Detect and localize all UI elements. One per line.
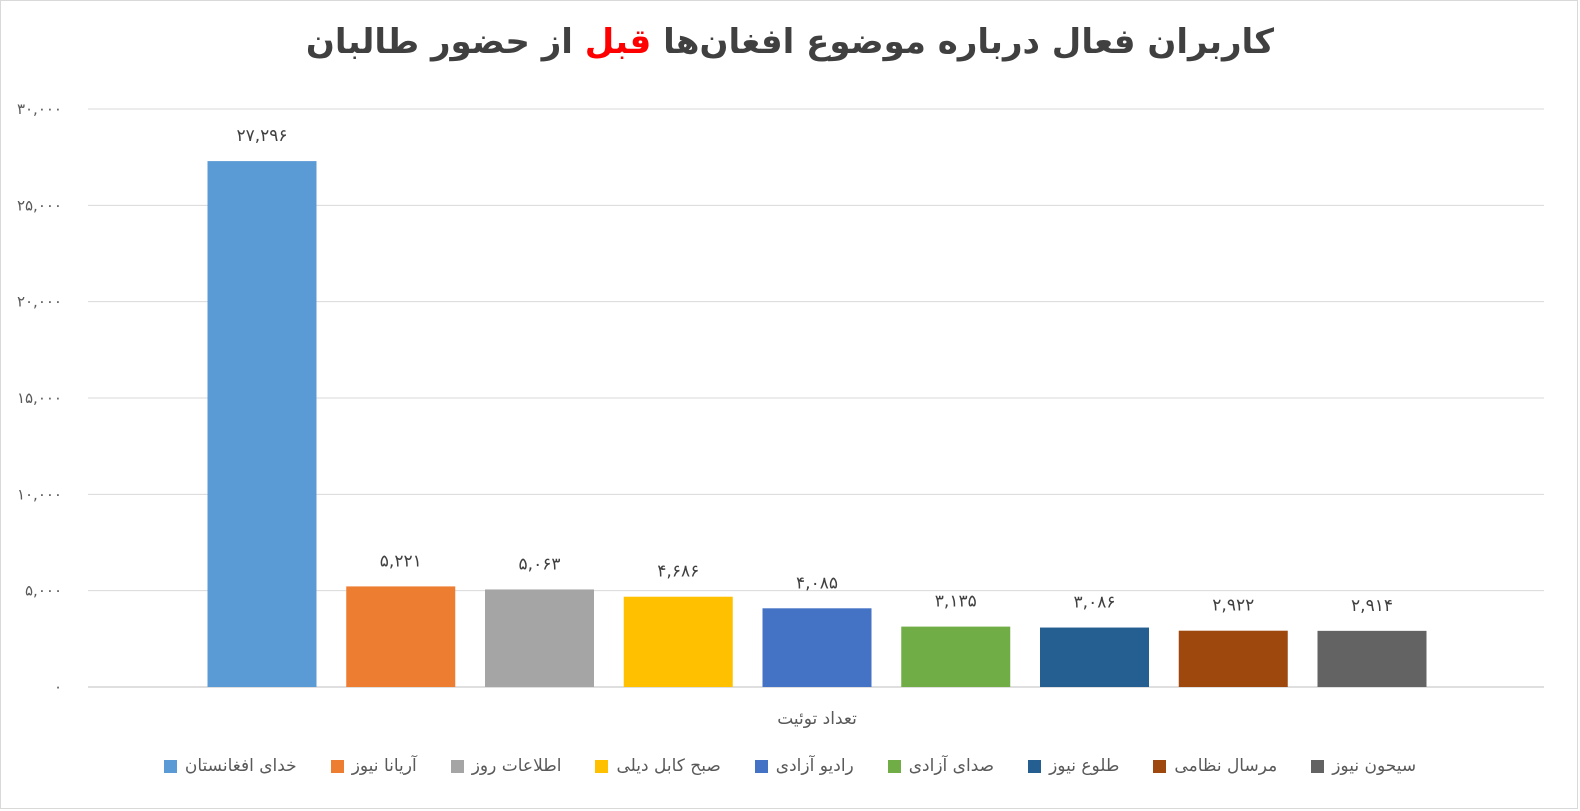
- legend-item: طلوع نیوز: [1028, 756, 1119, 776]
- legend-label: آریانا نیوز: [351, 756, 417, 776]
- legend-swatch: [1311, 759, 1325, 773]
- bar-value-label: ۵,۲۲۱: [380, 551, 422, 571]
- legend-label: رادیو آزادی: [775, 756, 854, 776]
- legend-label: صبح کابل دیلی: [616, 756, 721, 776]
- legend-swatch: [1028, 759, 1042, 773]
- chart-legend: خدای افغانستان آریانا نیوز اطلاعات روز صبح …: [0, 756, 1580, 776]
- legend-label: اطلاعات روز: [471, 756, 562, 776]
- legend-label: مرسال نظامی: [1174, 756, 1278, 776]
- bar: [901, 626, 1011, 687]
- bar: [485, 589, 594, 687]
- x-axis-title: تعداد توئیت: [777, 709, 857, 729]
- bar-value-label: ۲,۹۱۴: [1351, 596, 1393, 616]
- legend-label: صدای آزادی: [908, 756, 995, 776]
- legend-swatch: [595, 759, 609, 773]
- bar: [1317, 630, 1427, 687]
- legend-item: صبح کابل دیلی: [595, 756, 721, 776]
- legend-item: مرسال نظامی: [1153, 756, 1277, 776]
- legend-swatch: [450, 759, 464, 773]
- chart-title: کاربران فعال درباره موضوع افغان‌ها قبل ا…: [0, 22, 1580, 62]
- legend-swatch: [163, 759, 177, 773]
- bar-value-label: ۴,۶۸۶: [657, 562, 699, 582]
- y-tick-label: ۱۵,۰۰۰: [17, 389, 62, 407]
- legend-item: صدای آزادی: [887, 756, 995, 776]
- bars: [207, 161, 1427, 688]
- legend-item: خدای افغانستان: [163, 756, 297, 776]
- legend-item: اطلاعات روز: [450, 756, 562, 776]
- legend-label: خدای افغانستان: [184, 756, 297, 776]
- bar-value-label: ۳,۰۸۶: [1074, 593, 1116, 613]
- data-labels: ۲۷,۲۹۶ ۵,۲۲۱ ۵,۰۶۳ ۴,۶۸۶ ۴,۰۸۵ ۳,۱۳۵ ۳,۰۸۶ ۲,۹۲…: [236, 126, 1393, 616]
- bar-value-label: ۵,۰۶۳: [519, 554, 561, 574]
- y-tick-label: ۰: [54, 678, 62, 696]
- bar: [623, 596, 733, 687]
- bar: [346, 586, 456, 687]
- y-tick-label: ۲۵,۰۰۰: [17, 196, 62, 214]
- legend-item: آریانا نیوز: [330, 756, 417, 776]
- legend-label: سیحون نیوز: [1332, 756, 1417, 776]
- bar-value-label: ۴,۰۸۵: [796, 573, 838, 593]
- bar: [1178, 630, 1288, 687]
- bar-value-label: ۲,۹۲۲: [1212, 596, 1254, 616]
- legend-item: سیحون نیوز: [1311, 756, 1416, 776]
- y-tick-label: ۵,۰۰۰: [25, 582, 62, 600]
- y-tick-label: ۲۰,۰۰۰: [17, 293, 62, 311]
- y-axis-ticks: ۰ ۵,۰۰۰ ۱۰,۰۰۰ ۱۵,۰۰۰ ۲۰,۰۰۰ ۲۵,۰۰۰ ۳۰,۰۰۰: [17, 100, 62, 696]
- legend-swatch: [330, 759, 344, 773]
- y-tick-label: ۳۰,۰۰۰: [17, 100, 62, 118]
- legend-swatch: [1153, 759, 1167, 773]
- title-highlight: قبل: [584, 22, 652, 62]
- bar: [762, 608, 872, 687]
- legend-item: رادیو آزادی: [754, 756, 854, 776]
- bar: [207, 161, 317, 688]
- legend-swatch: [887, 759, 901, 773]
- bar-value-label: ۳,۱۳۵: [935, 592, 977, 612]
- bar-value-label: ۲۷,۲۹۶: [236, 126, 287, 146]
- title-part-3: از حضور طالبان: [305, 22, 585, 62]
- legend-swatch: [754, 759, 768, 773]
- legend-label: طلوع نیوز: [1049, 756, 1120, 776]
- title-part-1: کاربران فعال درباره موضوع افغان‌ها: [651, 22, 1275, 62]
- y-tick-label: ۱۰,۰۰۰: [17, 485, 62, 503]
- bar: [1040, 627, 1149, 687]
